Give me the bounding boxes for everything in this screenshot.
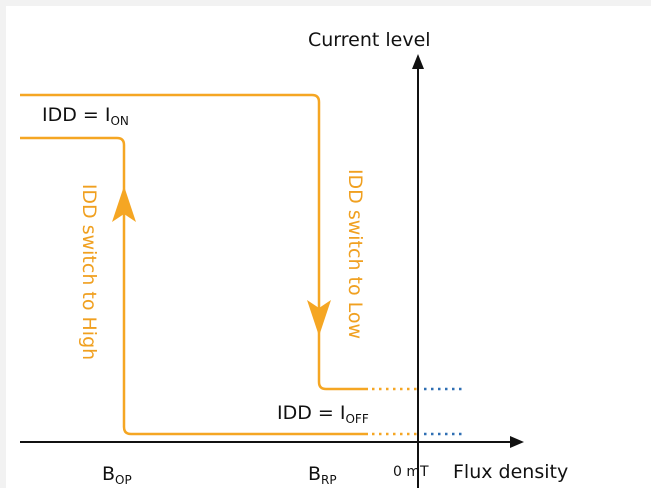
low-state-line bbox=[20, 136, 368, 436]
bop-label: BOP bbox=[102, 463, 132, 487]
switch-high-label: IDD switch to High bbox=[78, 184, 100, 360]
high-state-line bbox=[20, 93, 368, 391]
idd-off-label: IDD = IOFF bbox=[277, 402, 369, 426]
x-axis-label: Flux density bbox=[453, 461, 568, 483]
idd-on-label: IDD = ION bbox=[42, 104, 129, 128]
switch-high-arrow-icon bbox=[112, 186, 136, 222]
hysteresis-diagram: Current level Flux density 0 mT IDD = IO… bbox=[6, 6, 651, 488]
y-axis-label: Current level bbox=[308, 29, 431, 51]
x-axis-arrowhead bbox=[510, 436, 524, 448]
switch-low-label: IDD switch to Low bbox=[344, 169, 366, 339]
zero-tick-label: 0 mT bbox=[393, 464, 429, 480]
y-axis-arrowhead bbox=[412, 54, 424, 69]
brp-label: BRP bbox=[308, 463, 337, 487]
switch-low-arrow-icon bbox=[307, 300, 331, 336]
diagram-canvas: Current level Flux density 0 mT IDD = IO… bbox=[20, 29, 568, 488]
